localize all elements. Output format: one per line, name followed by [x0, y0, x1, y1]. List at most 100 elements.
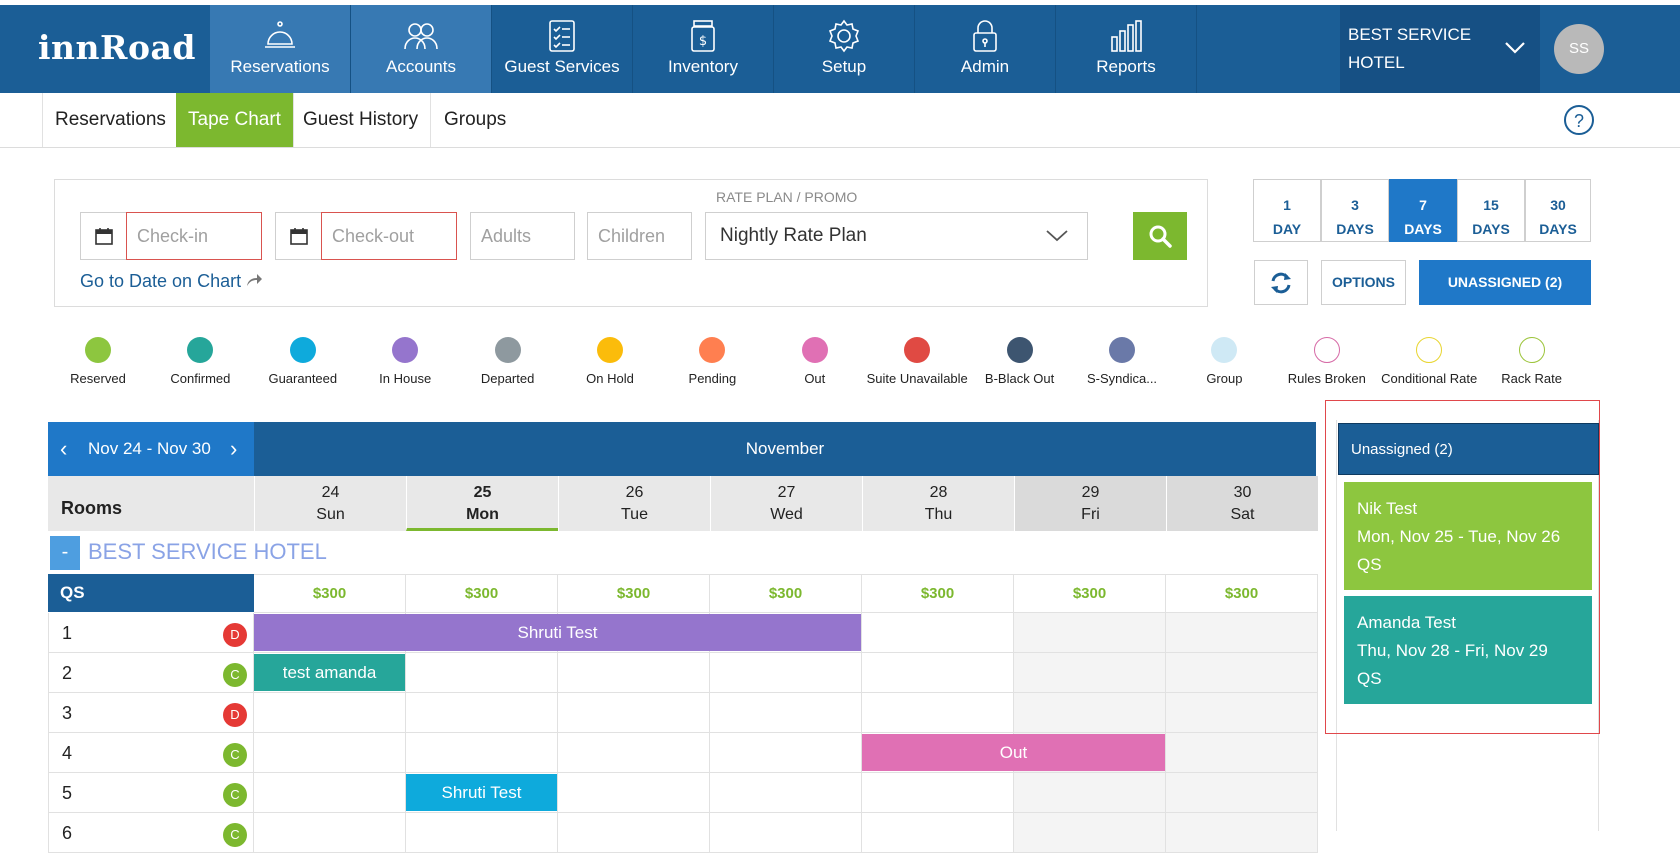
- nav-reports[interactable]: Reports: [1056, 5, 1197, 93]
- checkin-calendar-button[interactable]: [80, 212, 128, 260]
- reservation-block[interactable]: Out: [862, 734, 1165, 771]
- nav-guest-services[interactable]: Guest Services: [492, 5, 633, 93]
- tape-chart-cell[interactable]: [406, 653, 558, 693]
- tape-chart-cell[interactable]: [1014, 773, 1166, 813]
- tape-chart-cell[interactable]: [406, 693, 558, 733]
- unassigned-reservation-card[interactable]: Nik Test Mon, Nov 25 - Tue, Nov 26 QS: [1344, 482, 1592, 590]
- tape-chart-cell[interactable]: [710, 653, 862, 693]
- children-input[interactable]: Children: [587, 212, 692, 260]
- rate-cell[interactable]: $300: [254, 574, 406, 613]
- range-7-days-button[interactable]: 7 DAYS: [1389, 179, 1457, 242]
- tape-chart-cell[interactable]: [862, 813, 1014, 853]
- range-30-days-button[interactable]: 30 DAYS: [1525, 179, 1591, 242]
- day-header: 28 Thu: [862, 476, 1014, 531]
- tape-chart-cell[interactable]: [1014, 613, 1166, 653]
- next-week-arrow-icon[interactable]: ›: [230, 436, 238, 461]
- legend-color-swatch: [801, 337, 828, 363]
- room-number: 4: [62, 743, 73, 763]
- hotel-selector[interactable]: BEST SERVICE HOTEL: [1340, 5, 1540, 93]
- tab-guest-history[interactable]: Guest History: [291, 93, 432, 147]
- tape-chart-cell[interactable]: [558, 773, 710, 813]
- adults-input[interactable]: Adults: [470, 212, 575, 260]
- rate-cell[interactable]: $300: [406, 574, 558, 613]
- tape-chart-cell[interactable]: [1014, 813, 1166, 853]
- previous-week-arrow-icon[interactable]: ‹: [60, 436, 68, 461]
- tape-chart-cell[interactable]: [1166, 693, 1318, 733]
- checklist-icon: [549, 20, 575, 52]
- nav-label: Reports: [1096, 57, 1156, 76]
- collapse-hotel-button[interactable]: -: [50, 536, 80, 570]
- tape-chart-cell[interactable]: [710, 733, 862, 773]
- rate-plan-label: RATE PLAN / PROMO: [716, 189, 858, 205]
- legend-item: Confirmed: [149, 337, 251, 386]
- tab-tape-chart[interactable]: Tape Chart: [176, 93, 294, 147]
- rate-cell[interactable]: $300: [710, 574, 862, 613]
- innroad-logo[interactable]: innRoad: [38, 28, 196, 67]
- nav-reservations[interactable]: Reservations: [210, 5, 351, 93]
- tape-chart-cell[interactable]: [1166, 613, 1318, 653]
- reservation-block[interactable]: Shruti Test: [254, 614, 861, 651]
- tab-reservations[interactable]: Reservations: [42, 93, 179, 147]
- tape-chart-cell[interactable]: [1166, 813, 1318, 853]
- tape-chart-cell[interactable]: [1166, 773, 1318, 813]
- options-button[interactable]: OPTIONS: [1321, 260, 1406, 305]
- tape-chart-cell[interactable]: [558, 813, 710, 853]
- checkout-input[interactable]: Check-out: [321, 212, 457, 260]
- unassigned-button[interactable]: UNASSIGNED (2): [1419, 260, 1591, 305]
- rate-cell[interactable]: $300: [1166, 574, 1318, 613]
- rate-cell[interactable]: $300: [558, 574, 710, 613]
- go-to-date-link[interactable]: Go to Date on Chart: [80, 271, 263, 292]
- legend-color-swatch: [597, 337, 623, 363]
- bell-icon: [265, 21, 295, 48]
- rate-cell[interactable]: $300: [862, 574, 1014, 613]
- tape-chart-cell[interactable]: [254, 693, 406, 733]
- legend-color-swatch: [1416, 337, 1443, 363]
- tape-chart-cell[interactable]: [558, 693, 710, 733]
- nav-admin[interactable]: Admin: [915, 5, 1056, 93]
- user-avatar[interactable]: SS: [1554, 24, 1604, 74]
- tape-chart-cell[interactable]: [1166, 653, 1318, 693]
- tape-chart-cell[interactable]: [254, 733, 406, 773]
- rate-plan-select[interactable]: Nightly Rate Plan: [705, 212, 1088, 260]
- tape-chart-cell[interactable]: [558, 733, 710, 773]
- help-button[interactable]: ?: [1564, 105, 1594, 135]
- tape-chart-cell[interactable]: [406, 733, 558, 773]
- range-1-day-button[interactable]: 1 DAY: [1253, 179, 1321, 242]
- tape-chart-cell[interactable]: [862, 773, 1014, 813]
- checkout-calendar-button[interactable]: [275, 212, 323, 260]
- tape-chart-cell[interactable]: [406, 813, 558, 853]
- tape-chart-cell[interactable]: [1166, 733, 1318, 773]
- legend-color-swatch: [1313, 337, 1340, 363]
- reservation-block[interactable]: Shruti Test: [406, 774, 557, 811]
- tape-chart-cell[interactable]: [254, 773, 406, 813]
- tape-chart-cell[interactable]: [254, 813, 406, 853]
- tape-chart-cell[interactable]: [862, 613, 1014, 653]
- tape-chart-cell[interactable]: [710, 693, 862, 733]
- nav-inventory[interactable]: $ Inventory: [633, 5, 774, 93]
- nav-setup[interactable]: Setup: [774, 5, 915, 93]
- search-button[interactable]: [1133, 212, 1187, 260]
- range-3-days-button[interactable]: 3 DAYS: [1321, 179, 1389, 242]
- range-15-days-button[interactable]: 15 DAYS: [1457, 179, 1525, 242]
- tape-chart-cell[interactable]: [862, 693, 1014, 733]
- tape-chart-cell[interactable]: [710, 773, 862, 813]
- refresh-button[interactable]: [1254, 260, 1308, 305]
- nav-accounts[interactable]: Accounts: [351, 5, 492, 93]
- legend-item: S-Syndica...: [1071, 337, 1173, 386]
- tape-chart-cell[interactable]: [1014, 653, 1166, 693]
- rate-cell[interactable]: $300: [1014, 574, 1166, 613]
- tape-chart-cell[interactable]: [710, 813, 862, 853]
- tape-chart-cell[interactable]: [862, 653, 1014, 693]
- tape-chart-cell[interactable]: [1014, 693, 1166, 733]
- checkin-input[interactable]: Check-in: [126, 212, 262, 260]
- tape-chart-cell[interactable]: [558, 653, 710, 693]
- tab-groups[interactable]: Groups: [444, 109, 507, 130]
- unassigned-reservation-card[interactable]: Amanda Test Thu, Nov 28 - Fri, Nov 29 QS: [1344, 596, 1592, 704]
- reservation-block[interactable]: test amanda: [254, 654, 405, 691]
